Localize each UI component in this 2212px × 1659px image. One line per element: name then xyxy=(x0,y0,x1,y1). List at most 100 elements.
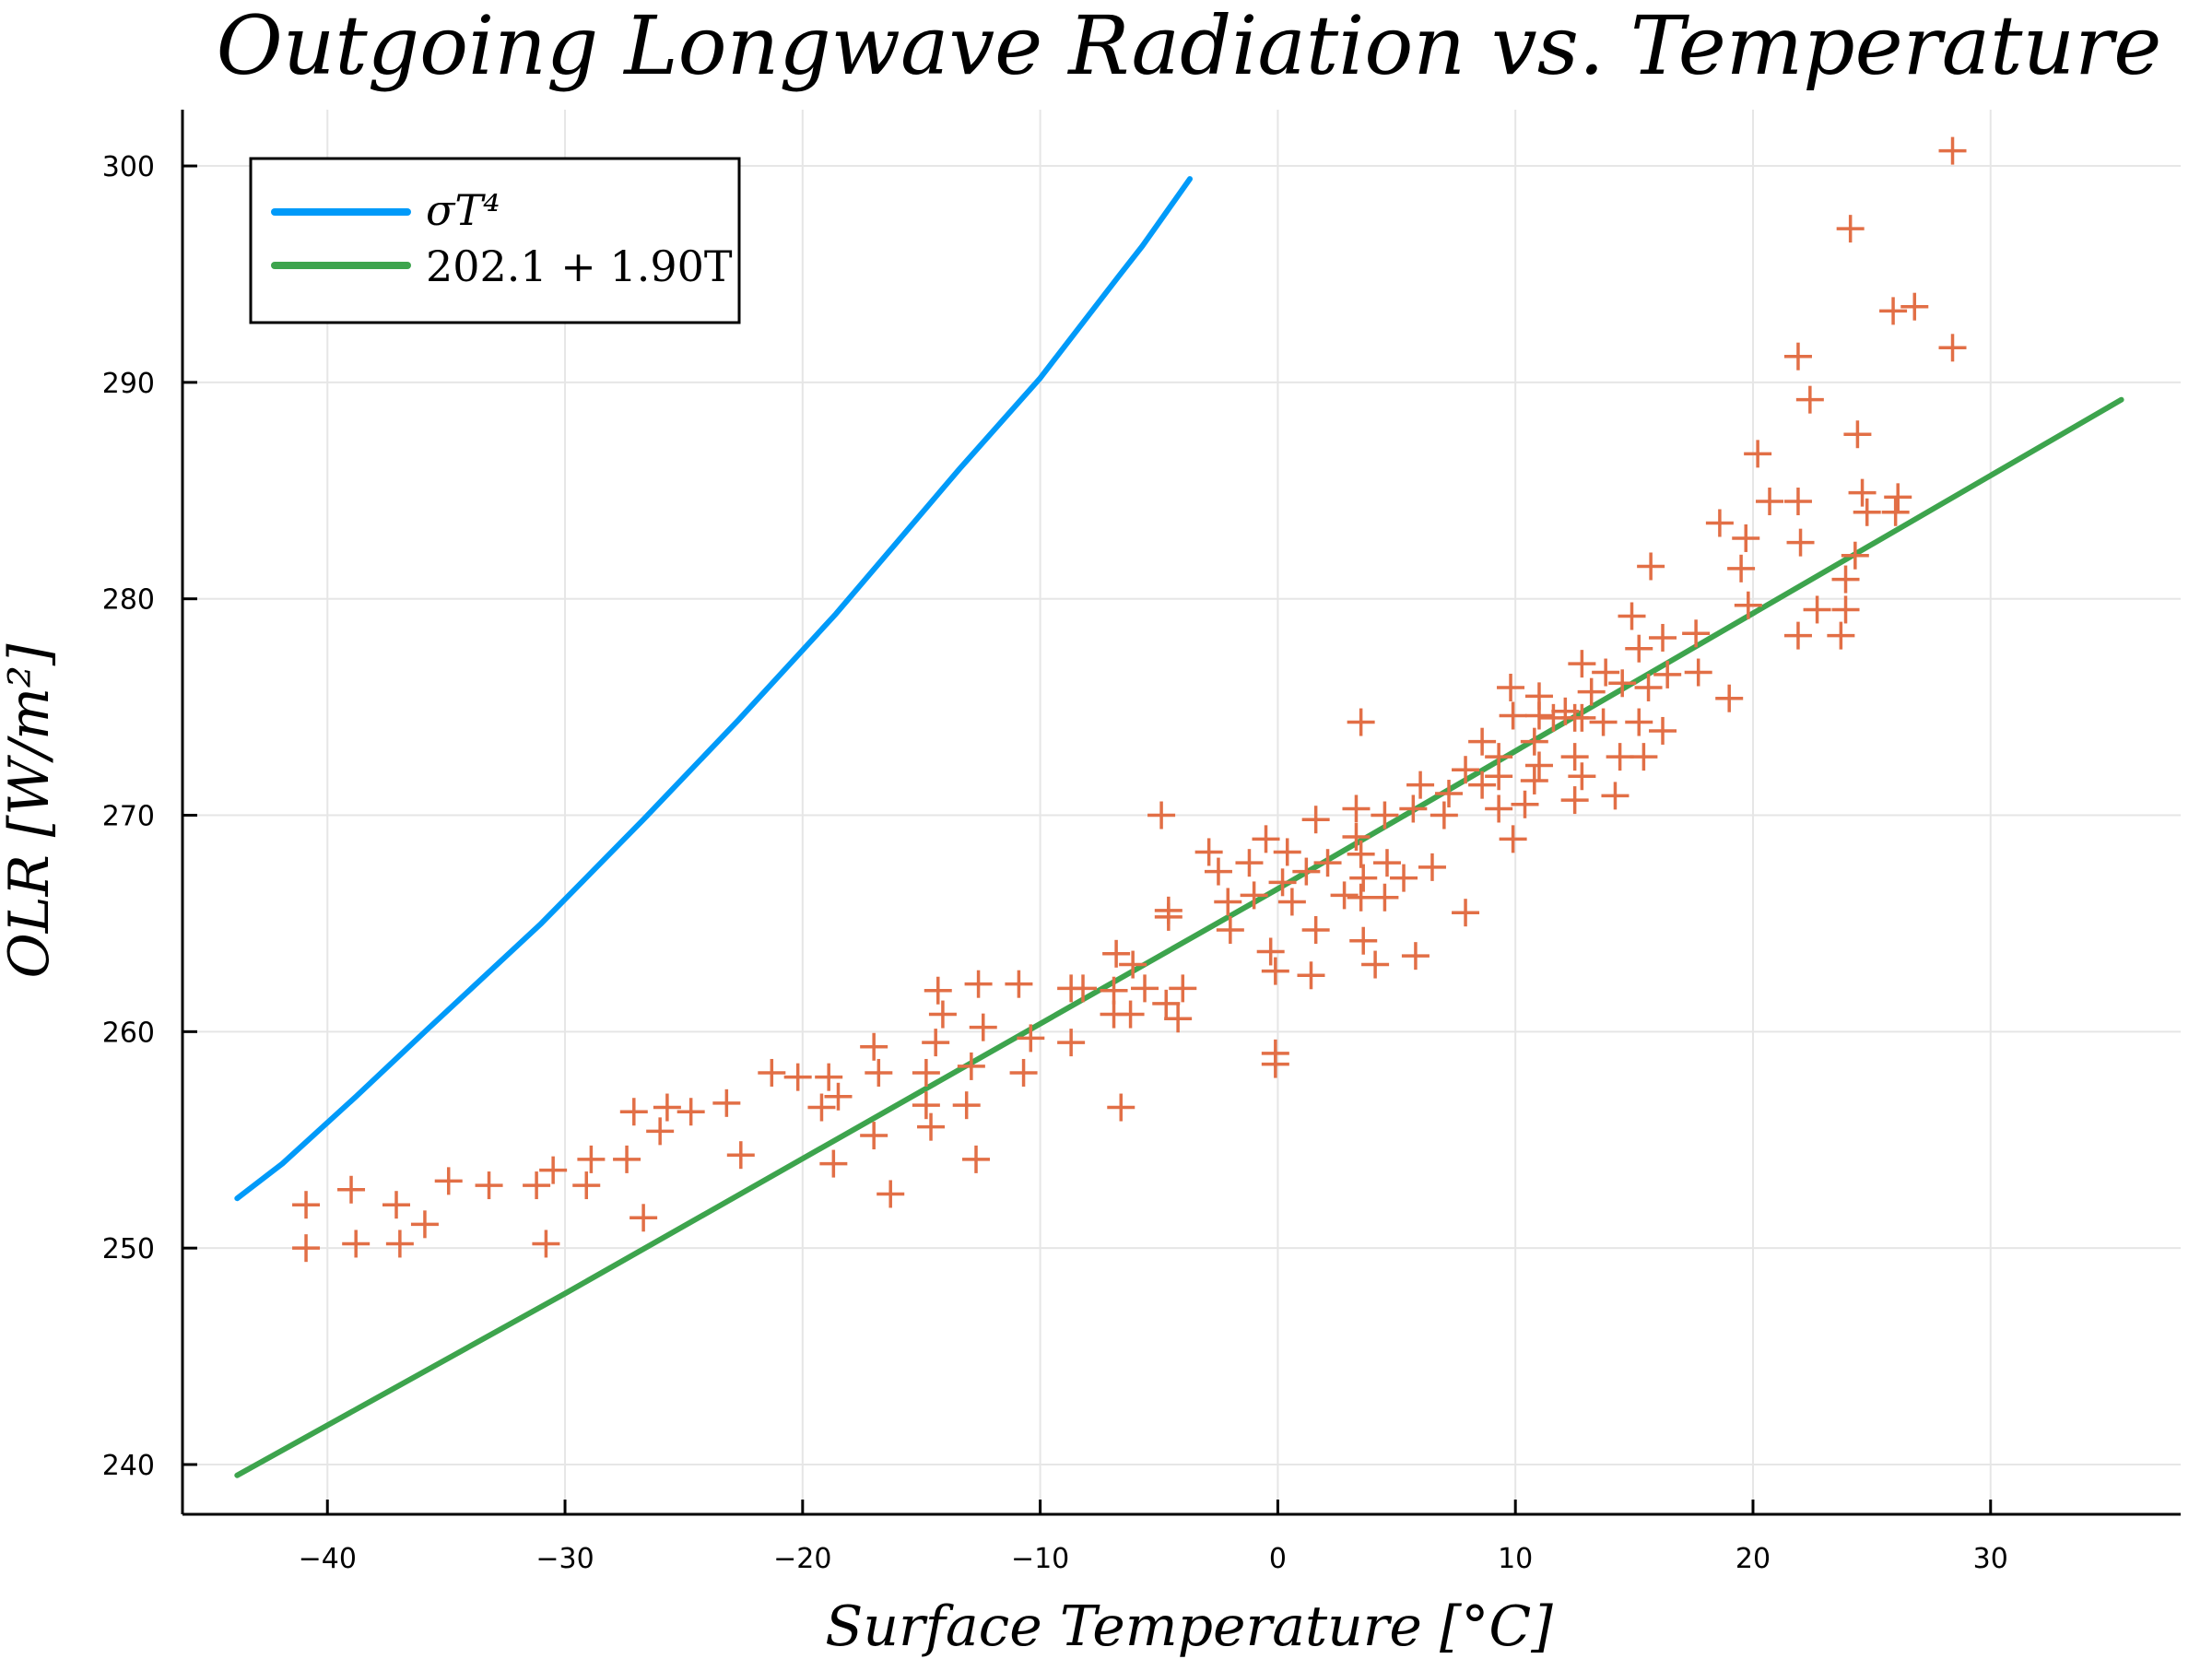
scatter-point xyxy=(1831,565,1860,594)
scatter-point xyxy=(1261,957,1289,985)
scatter-point xyxy=(1116,1000,1145,1029)
scatter-point xyxy=(922,1029,950,1057)
scatter-point xyxy=(924,976,952,1005)
scatter-point xyxy=(1938,136,1967,165)
scatter-point xyxy=(1524,701,1553,730)
scatter-point xyxy=(1347,883,1375,912)
scatter-point xyxy=(342,1230,371,1258)
scatter-point xyxy=(1618,602,1646,630)
scatter-point xyxy=(1783,488,1812,516)
scatter-point xyxy=(1715,684,1744,712)
scatter-point xyxy=(1347,708,1375,736)
scatter-point xyxy=(1608,669,1637,698)
scatter-point xyxy=(1261,1050,1289,1078)
scatter-point xyxy=(1418,853,1446,881)
scatter-point xyxy=(1342,823,1371,852)
scatter-point xyxy=(962,1145,991,1173)
scatter-point xyxy=(1630,743,1658,771)
series-line-1 xyxy=(234,396,2124,1478)
scatter-point xyxy=(1194,838,1223,866)
scatter-point xyxy=(1468,771,1497,799)
scatter-point xyxy=(1301,806,1330,834)
scatter-point xyxy=(385,1230,414,1258)
scatter-point xyxy=(917,1112,946,1141)
scatter-point xyxy=(1649,623,1677,652)
scatter-point xyxy=(1349,926,1378,955)
scatter-point xyxy=(1277,888,1306,916)
x-tick-label: −20 xyxy=(773,1543,831,1575)
scatter-point xyxy=(1240,881,1268,910)
scatter-point xyxy=(1406,771,1435,799)
scatter-point xyxy=(1100,976,1128,1005)
scatter-point xyxy=(539,1156,568,1184)
scatter-point xyxy=(928,1000,957,1029)
scatter-point xyxy=(1511,790,1539,818)
scatter-point xyxy=(1841,541,1869,570)
scatter-point xyxy=(1485,794,1513,823)
scatter-point xyxy=(860,1032,888,1061)
scatter-point xyxy=(1560,743,1589,771)
scatter-point xyxy=(1349,864,1378,892)
scatter-point xyxy=(815,1063,843,1091)
y-tick-label: 290 xyxy=(102,368,155,400)
scatter-point xyxy=(1301,915,1330,944)
x-tick-label: 10 xyxy=(1498,1543,1533,1575)
scatter-point xyxy=(1164,1005,1193,1033)
scatter-point xyxy=(1371,883,1399,912)
scatter-point xyxy=(1637,552,1665,581)
scatter-point xyxy=(807,1093,836,1122)
scatter-point xyxy=(1390,864,1418,892)
scatter-point xyxy=(1435,780,1464,808)
scatter-point xyxy=(1732,524,1760,552)
scatter-point xyxy=(1625,708,1653,736)
axes xyxy=(181,110,2181,1516)
scatter-point xyxy=(1705,509,1734,537)
scatter-point xyxy=(1795,385,1824,414)
scatter-point xyxy=(572,1171,601,1200)
scatter-point xyxy=(1843,420,1872,449)
scatter-point xyxy=(1560,786,1589,815)
scatter-point xyxy=(1853,498,1881,526)
scatter-point xyxy=(1297,961,1325,990)
scatter-point xyxy=(1606,743,1634,771)
legend: σT⁴ 202.1 + 1.90T xyxy=(249,157,741,324)
scatter-point xyxy=(1938,334,1967,362)
scatter-point xyxy=(912,1058,940,1087)
scatter-point xyxy=(952,1091,981,1120)
scatter-point xyxy=(1634,673,1663,701)
scatter-point xyxy=(677,1098,705,1126)
scatter-point xyxy=(1292,857,1321,886)
scatter-point xyxy=(1499,701,1527,730)
scatter-point xyxy=(434,1167,463,1195)
scatter-point xyxy=(613,1145,641,1173)
scatter-point xyxy=(1727,554,1756,582)
scatter-point xyxy=(1107,1093,1135,1122)
scatter-point xyxy=(532,1230,560,1258)
scatter-point xyxy=(1497,673,1525,701)
scatter-point xyxy=(1485,762,1513,791)
scatter-point xyxy=(1848,478,1877,507)
scatter-point xyxy=(1589,708,1618,736)
x-tick-label: 30 xyxy=(1973,1543,2008,1575)
scatter-point xyxy=(1399,794,1428,823)
scatter-point xyxy=(877,1180,905,1208)
scatter-point xyxy=(957,1052,985,1080)
x-tick-label: 20 xyxy=(1735,1543,1771,1575)
grid xyxy=(182,110,2181,1514)
scatter-point xyxy=(1881,498,1910,526)
scatter-point xyxy=(824,1082,853,1111)
scatter-point xyxy=(1154,902,1182,931)
scatter-point xyxy=(1169,974,1197,1003)
scatter-point xyxy=(1452,899,1480,927)
scatter-point xyxy=(1147,801,1176,830)
scatter-point xyxy=(1649,716,1677,745)
scatter-point xyxy=(1372,849,1401,877)
x-axis-label: Surface Temperature [°C] xyxy=(825,1594,1553,1659)
scatter-point xyxy=(1524,751,1553,780)
scatter-point xyxy=(1069,974,1098,1003)
scatter-point xyxy=(1017,1024,1045,1053)
scatter-point xyxy=(410,1210,439,1239)
y-tick-label: 250 xyxy=(102,1233,155,1265)
y-tick-label: 300 xyxy=(102,151,155,183)
